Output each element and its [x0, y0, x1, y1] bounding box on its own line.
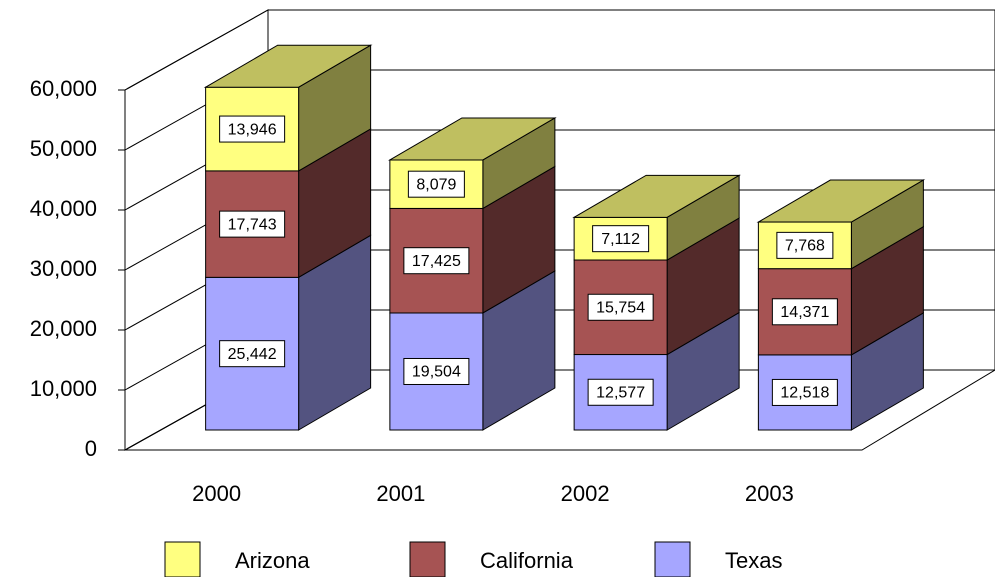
x-tick-label: 2000: [192, 481, 241, 506]
legend-swatch: [654, 541, 691, 577]
value-label: 15,754: [596, 299, 645, 316]
legend-swatch: [409, 541, 446, 577]
y-tick-label: 40,000: [30, 196, 97, 221]
legend-label: California: [480, 548, 574, 573]
value-label-box: [587, 378, 654, 406]
value-label-box: [771, 378, 838, 406]
value-label: 8,079: [416, 176, 456, 193]
value-label: 25,442: [228, 346, 277, 363]
y-tick-label: 20,000: [30, 316, 97, 341]
value-label-box: [403, 357, 470, 385]
value-label: 13,946: [228, 121, 277, 138]
legend-swatch: [164, 541, 201, 577]
bar-top: [756, 179, 926, 223]
value-label-box: [219, 340, 286, 368]
value-label: 12,518: [780, 385, 829, 402]
bar-top: [388, 117, 557, 161]
bar-top: [203, 44, 373, 88]
x-tick-label: 2001: [376, 481, 425, 506]
x-tick-label: 2002: [561, 481, 610, 506]
value-label: 14,371: [780, 304, 829, 321]
value-label-box: [403, 247, 470, 275]
y-tick-label: 60,000: [30, 76, 97, 101]
legend-label: Texas: [725, 548, 782, 573]
y-tick-label: 50,000: [30, 136, 97, 161]
bar-top: [572, 174, 741, 218]
value-label: 17,425: [412, 253, 461, 270]
grid-line: [124, 9, 995, 91]
value-label-box: [592, 225, 650, 253]
value-label: 19,504: [412, 364, 461, 381]
value-label: 17,743: [228, 216, 277, 233]
value-label-box: [407, 170, 465, 198]
value-label-box: [219, 210, 286, 238]
y-tick-label: 0: [85, 436, 97, 461]
value-label-box: [219, 115, 286, 143]
x-tick-label: 2003: [745, 481, 794, 506]
value-label: 7,112: [601, 231, 640, 248]
y-tick-label: 10,000: [30, 376, 97, 401]
value-label-box: [587, 293, 654, 321]
value-label-box: [771, 298, 838, 326]
value-label: 7,768: [785, 238, 825, 255]
legend-label: Arizona: [235, 548, 310, 573]
y-tick-label: 30,000: [30, 256, 97, 281]
value-label-box: [776, 231, 834, 259]
value-label: 12,577: [596, 384, 645, 401]
